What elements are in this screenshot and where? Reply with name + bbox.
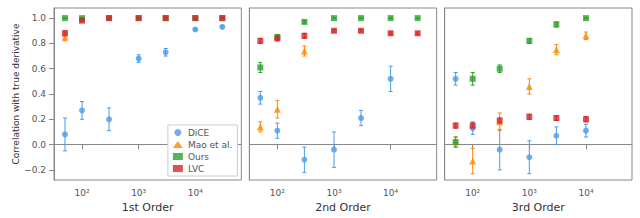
svg-text:2nd Order: 2nd Order [315, 201, 371, 214]
svg-text:0.6: 0.6 [32, 64, 47, 74]
svg-text:−0.2: −0.2 [24, 165, 46, 175]
svg-text:Correlation with true derivati: Correlation with true derivative [11, 23, 21, 164]
svg-text:Ours: Ours [188, 152, 209, 162]
svg-text:Mao et al.: Mao et al. [188, 140, 232, 150]
svg-text:3rd Order: 3rd Order [512, 201, 566, 214]
svg-text:1.0: 1.0 [32, 13, 47, 23]
svg-text:LVC: LVC [188, 164, 204, 174]
svg-text:10³: 10³ [131, 188, 146, 198]
svg-text:1st Order: 1st Order [122, 201, 174, 214]
svg-text:10³: 10³ [522, 188, 537, 198]
svg-text:DiCE: DiCE [188, 128, 210, 138]
svg-text:10²: 10² [465, 188, 480, 198]
svg-text:0.4: 0.4 [32, 89, 47, 99]
svg-text:10²: 10² [270, 188, 285, 198]
svg-text:10³: 10³ [326, 188, 341, 198]
svg-text:0.8: 0.8 [32, 38, 47, 48]
svg-text:10⁴: 10⁴ [578, 188, 593, 198]
svg-text:0.0: 0.0 [32, 140, 47, 150]
svg-text:10⁴: 10⁴ [383, 188, 398, 198]
svg-text:10²: 10² [74, 188, 89, 198]
svg-text:10⁴: 10⁴ [188, 188, 203, 198]
svg-text:0.2: 0.2 [32, 114, 46, 124]
